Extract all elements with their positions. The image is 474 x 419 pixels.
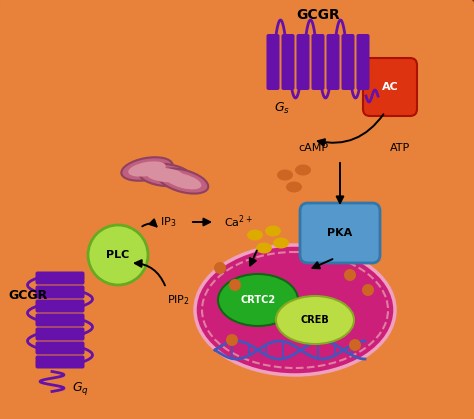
Text: IP$_3$: IP$_3$ [160, 215, 176, 229]
Ellipse shape [121, 157, 173, 181]
Ellipse shape [265, 225, 281, 236]
Ellipse shape [277, 170, 293, 181]
FancyBboxPatch shape [363, 58, 417, 116]
Text: CREB: CREB [301, 315, 329, 325]
Circle shape [349, 339, 361, 351]
Ellipse shape [128, 161, 166, 177]
FancyBboxPatch shape [36, 341, 84, 354]
Ellipse shape [139, 164, 191, 186]
Text: GCGR: GCGR [296, 8, 340, 22]
FancyBboxPatch shape [36, 285, 84, 298]
FancyBboxPatch shape [36, 355, 84, 368]
Circle shape [226, 334, 238, 346]
FancyBboxPatch shape [311, 34, 325, 90]
Circle shape [344, 269, 356, 281]
Text: PKA: PKA [328, 228, 353, 238]
Text: Ca$^{2+}$: Ca$^{2+}$ [224, 214, 252, 230]
FancyBboxPatch shape [300, 203, 380, 263]
Text: cAMP: cAMP [298, 143, 328, 153]
FancyBboxPatch shape [36, 313, 84, 326]
Ellipse shape [164, 173, 201, 189]
FancyBboxPatch shape [36, 328, 84, 341]
Circle shape [362, 284, 374, 296]
Text: $G_s$: $G_s$ [274, 101, 290, 116]
Text: ATP: ATP [390, 143, 410, 153]
Ellipse shape [256, 243, 272, 253]
Text: GCGR: GCGR [8, 289, 47, 302]
Text: AC: AC [382, 82, 398, 92]
Ellipse shape [295, 165, 311, 176]
Circle shape [229, 279, 241, 291]
Ellipse shape [276, 296, 354, 344]
Text: PLC: PLC [106, 250, 129, 260]
FancyBboxPatch shape [327, 34, 339, 90]
Ellipse shape [273, 238, 289, 248]
FancyBboxPatch shape [36, 300, 84, 313]
FancyBboxPatch shape [36, 272, 84, 285]
Ellipse shape [146, 168, 184, 182]
Text: CRTC2: CRTC2 [240, 295, 275, 305]
Ellipse shape [218, 274, 298, 326]
FancyBboxPatch shape [266, 34, 280, 90]
Ellipse shape [158, 168, 208, 194]
FancyBboxPatch shape [341, 34, 355, 90]
Text: PIP$_2$: PIP$_2$ [166, 293, 190, 307]
FancyBboxPatch shape [297, 34, 310, 90]
Ellipse shape [247, 230, 263, 241]
Text: $G_q$: $G_q$ [72, 380, 89, 396]
FancyBboxPatch shape [282, 34, 294, 90]
Circle shape [88, 225, 148, 285]
Circle shape [214, 262, 226, 274]
Ellipse shape [195, 245, 395, 375]
Ellipse shape [286, 181, 302, 192]
FancyBboxPatch shape [356, 34, 370, 90]
